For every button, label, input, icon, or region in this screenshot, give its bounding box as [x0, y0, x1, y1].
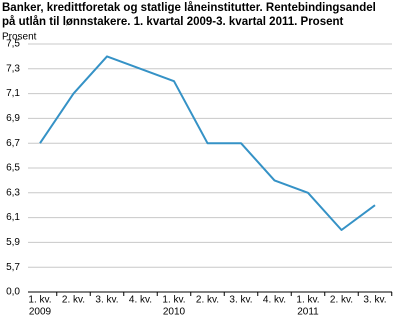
year-label: 2010 [163, 307, 186, 318]
y-tick-label: 6,9 [6, 113, 20, 124]
chart-title: Banker, kredittforetak og statlige lånei… [2, 2, 376, 14]
y-tick-label: 6,5 [6, 163, 20, 174]
data-line [39, 55, 376, 231]
year-label: 2009 [29, 307, 52, 318]
year-label: 2011 [297, 307, 319, 318]
x-tick-label: 2. kv. [62, 295, 85, 306]
y-tick-label: 5,7 [6, 262, 20, 273]
x-tick-label: 3. kv. [363, 295, 386, 306]
chart-title: på utlån til lønnstakere. 1. kvartal 200… [2, 16, 344, 28]
y-tick-label: 6,7 [6, 138, 20, 149]
x-tick-label: 1. kv. [162, 295, 185, 306]
y-tick-label: 6,1 [6, 212, 20, 223]
y-tick-label: 7,5 [6, 39, 20, 50]
y-tick-label: 5,9 [6, 237, 20, 248]
x-tick-label: 1. kv. [28, 295, 51, 306]
x-tick-label: 4. kv. [129, 295, 152, 306]
x-tick-label: 2. kv. [196, 295, 219, 306]
y-tick-label: 0,0 [6, 287, 20, 298]
x-tick-label: 3. kv. [229, 295, 252, 306]
y-axis-label: Prosent [2, 32, 37, 43]
x-tick-label: 1. kv. [296, 295, 319, 306]
y-tick-label: 7,1 [6, 88, 20, 99]
y-tick-label: 7,3 [6, 63, 20, 74]
y-tick-label: 6,3 [6, 187, 20, 198]
x-tick-label: 2. kv. [330, 295, 353, 306]
x-tick-label: 3. kv. [95, 295, 118, 306]
x-tick-label: 4. kv. [263, 295, 286, 306]
